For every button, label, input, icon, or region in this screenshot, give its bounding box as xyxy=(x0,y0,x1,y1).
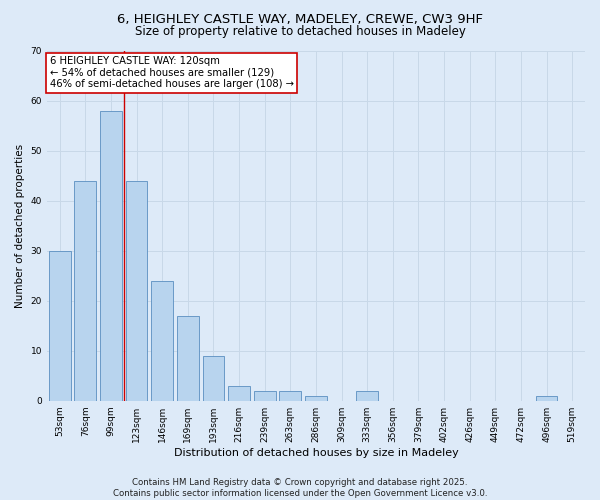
Bar xyxy=(151,281,173,400)
Bar xyxy=(177,316,199,400)
Bar xyxy=(203,356,224,401)
Bar xyxy=(100,111,122,401)
Text: Size of property relative to detached houses in Madeley: Size of property relative to detached ho… xyxy=(134,25,466,38)
Text: Contains HM Land Registry data © Crown copyright and database right 2025.
Contai: Contains HM Land Registry data © Crown c… xyxy=(113,478,487,498)
Bar xyxy=(356,390,378,400)
Bar xyxy=(305,396,327,400)
Y-axis label: Number of detached properties: Number of detached properties xyxy=(15,144,25,308)
Bar xyxy=(254,390,275,400)
Bar xyxy=(126,181,148,400)
X-axis label: Distribution of detached houses by size in Madeley: Distribution of detached houses by size … xyxy=(173,448,458,458)
Bar xyxy=(228,386,250,400)
Text: 6 HEIGHLEY CASTLE WAY: 120sqm
← 54% of detached houses are smaller (129)
46% of : 6 HEIGHLEY CASTLE WAY: 120sqm ← 54% of d… xyxy=(50,56,293,90)
Bar xyxy=(74,181,96,400)
Text: 6, HEIGHLEY CASTLE WAY, MADELEY, CREWE, CW3 9HF: 6, HEIGHLEY CASTLE WAY, MADELEY, CREWE, … xyxy=(117,12,483,26)
Bar xyxy=(49,251,71,400)
Bar xyxy=(536,396,557,400)
Bar xyxy=(280,390,301,400)
